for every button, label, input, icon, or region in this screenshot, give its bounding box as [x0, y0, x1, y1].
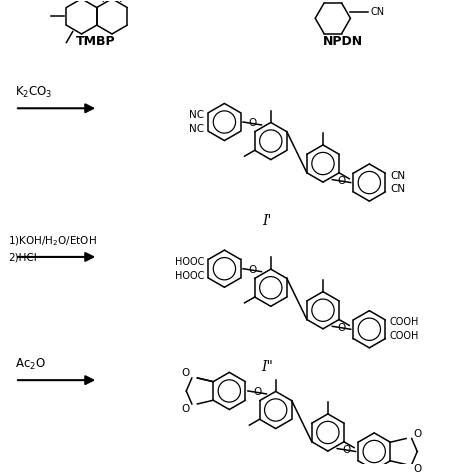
Text: K$_2$CO$_3$: K$_2$CO$_3$: [15, 85, 53, 100]
Text: Ac$_2$O: Ac$_2$O: [15, 357, 46, 373]
Text: O: O: [248, 118, 256, 128]
Text: O: O: [337, 323, 346, 333]
Text: NC: NC: [189, 124, 204, 134]
Text: NPDN: NPDN: [323, 35, 363, 48]
Text: NC: NC: [189, 110, 204, 120]
Text: 1)KOH/H$_2$O/EtOH: 1)KOH/H$_2$O/EtOH: [8, 235, 97, 248]
Text: 2)HCl: 2)HCl: [8, 253, 37, 263]
Text: HOOC: HOOC: [174, 257, 204, 267]
Text: I': I': [263, 214, 272, 228]
Text: CN: CN: [390, 184, 405, 194]
Text: COOH: COOH: [390, 331, 419, 341]
Text: O: O: [413, 428, 422, 438]
Text: I": I": [261, 360, 273, 374]
Text: O: O: [248, 265, 256, 275]
Text: COOH: COOH: [390, 318, 419, 328]
Text: O: O: [182, 404, 190, 414]
Text: O: O: [413, 465, 422, 474]
Text: O: O: [342, 445, 351, 455]
Text: O: O: [182, 368, 190, 378]
Text: HOOC: HOOC: [174, 271, 204, 281]
Text: TMBP: TMBP: [75, 35, 115, 48]
Text: O: O: [337, 176, 346, 186]
Text: O: O: [253, 387, 261, 397]
Text: CN: CN: [390, 171, 405, 181]
Text: CN: CN: [370, 8, 384, 18]
